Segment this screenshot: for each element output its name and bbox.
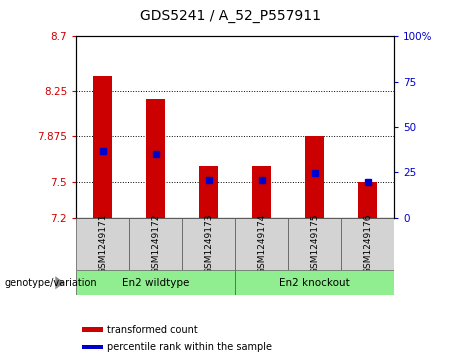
Text: GSM1249175: GSM1249175 xyxy=(310,214,319,274)
Text: transformed count: transformed count xyxy=(107,325,198,335)
Bar xyxy=(235,270,394,295)
Text: GSM1249172: GSM1249172 xyxy=(151,214,160,274)
Bar xyxy=(129,218,182,270)
Bar xyxy=(83,345,103,349)
Bar xyxy=(199,166,218,218)
Text: GSM1249171: GSM1249171 xyxy=(98,214,107,274)
Bar xyxy=(252,166,271,218)
Text: GDS5241 / A_52_P557911: GDS5241 / A_52_P557911 xyxy=(140,9,321,23)
Polygon shape xyxy=(55,276,65,289)
Bar xyxy=(76,270,235,295)
Bar xyxy=(341,218,394,270)
Bar xyxy=(305,135,324,218)
Bar xyxy=(76,218,129,270)
Text: GSM1249173: GSM1249173 xyxy=(204,214,213,274)
Text: GSM1249176: GSM1249176 xyxy=(363,214,372,274)
Text: percentile rank within the sample: percentile rank within the sample xyxy=(107,342,272,352)
Text: GSM1249174: GSM1249174 xyxy=(257,214,266,274)
Bar xyxy=(93,76,112,218)
Bar xyxy=(358,182,377,218)
Text: En2 wildtype: En2 wildtype xyxy=(122,278,189,288)
Bar xyxy=(83,327,103,332)
Bar xyxy=(235,218,288,270)
Text: genotype/variation: genotype/variation xyxy=(5,278,97,288)
Bar xyxy=(146,99,165,218)
Bar xyxy=(288,218,341,270)
Text: En2 knockout: En2 knockout xyxy=(279,278,350,288)
Bar xyxy=(182,218,235,270)
